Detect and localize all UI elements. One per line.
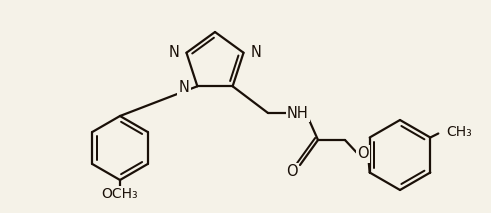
Text: NH: NH xyxy=(287,105,309,121)
Text: OCH₃: OCH₃ xyxy=(102,187,138,201)
Text: N: N xyxy=(168,45,180,60)
Text: N: N xyxy=(250,45,261,60)
Text: O: O xyxy=(286,164,298,180)
Text: N: N xyxy=(179,80,190,95)
Text: O: O xyxy=(357,147,369,161)
Text: CH₃: CH₃ xyxy=(446,125,472,138)
